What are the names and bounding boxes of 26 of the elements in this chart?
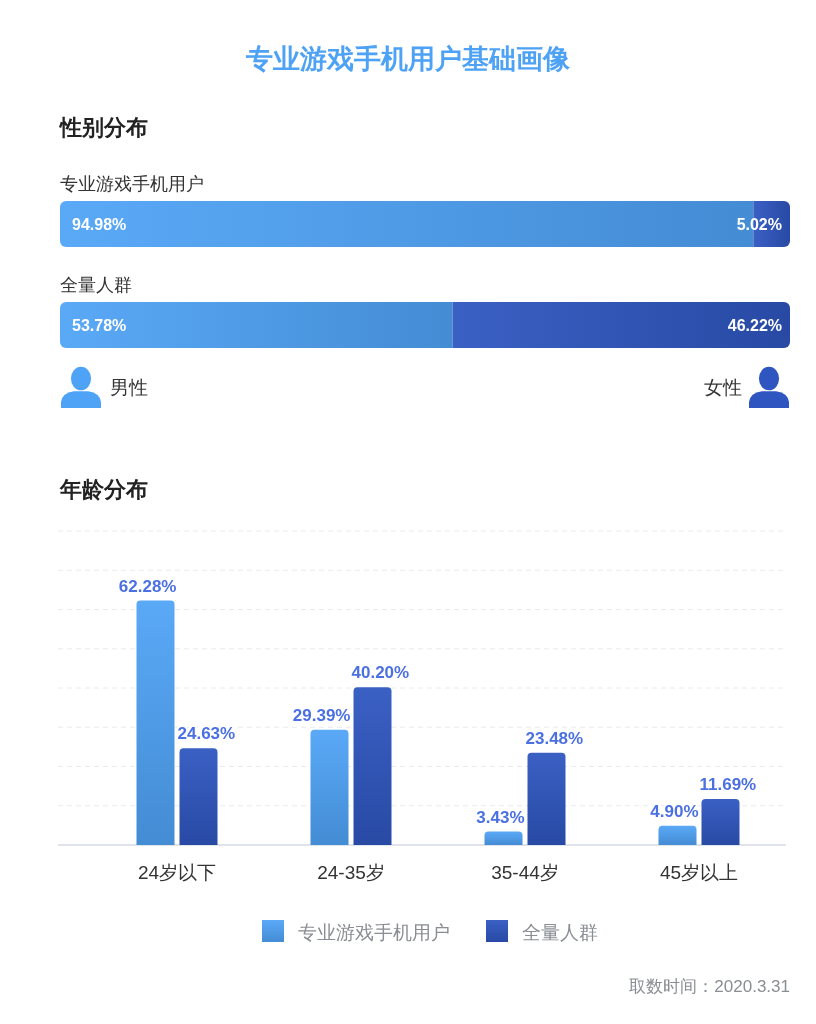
category-label: 24岁以下 <box>137 862 217 883</box>
annotation: 取数时间：2020.3.31 <box>629 977 790 996</box>
category-label: 专业游戏手机用户 <box>60 174 204 194</box>
category-label: 全量人群 <box>60 275 132 295</box>
title: 年龄分布 <box>60 477 148 502</box>
data-label: 29.39% <box>292 705 351 725</box>
data-label: 23.48% <box>525 728 584 748</box>
category-label: 24-35岁 <box>317 862 385 883</box>
category-label: 35-44岁 <box>491 862 559 883</box>
subtitle: 性别分布 <box>60 115 148 140</box>
data-label: 3.43% <box>476 807 525 827</box>
data-label: 4.90% <box>650 801 699 821</box>
category-label: 45岁以上 <box>659 862 739 883</box>
title: 专业游戏手机用户基础画像 <box>246 44 570 74</box>
legend-label: 女性 <box>704 377 742 398</box>
data-label: 40.20% <box>351 663 410 683</box>
data-label: 94.98% <box>72 216 127 233</box>
data-label: 11.69% <box>699 775 757 795</box>
data-label: 62.28% <box>118 576 177 596</box>
data-label: 46.22% <box>727 317 782 334</box>
legend-label: 专业游戏手机用户 <box>298 922 450 943</box>
data-label: 5.02% <box>736 216 782 233</box>
legend-label: 全量人群 <box>522 922 598 943</box>
data-label: 53.78% <box>72 317 127 334</box>
legend-label: 男性 <box>110 377 148 398</box>
data-label: 24.63% <box>177 724 236 744</box>
